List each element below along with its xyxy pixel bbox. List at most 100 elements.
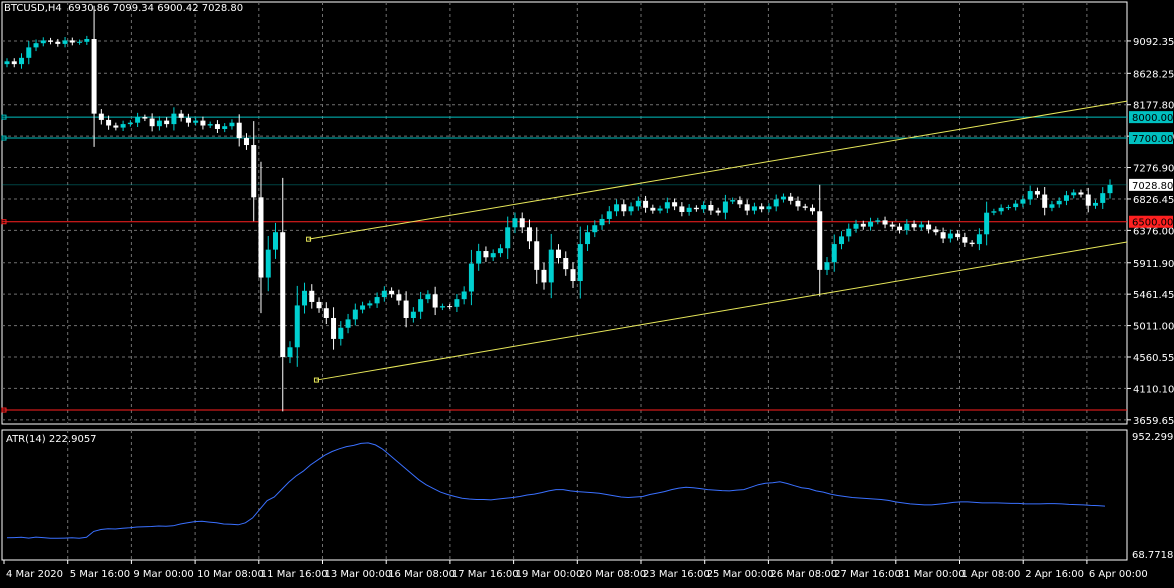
price-tag-label: 8000.00 [1132,113,1173,124]
candle-body [534,241,540,270]
y-axis-label: 6376.00 [1133,226,1174,237]
candle-body [26,47,32,58]
candle-body [809,207,815,212]
candle-body [773,199,779,207]
candle-body [730,200,736,202]
y-axis-label: 8177.80 [1133,101,1174,112]
candle-body [236,122,242,139]
y-axis-label: 9092.35 [1133,37,1174,48]
candle-body [875,220,881,222]
atr-header: ATR(14) 222.9057 [6,434,97,445]
x-axis-label: 27 Mar 16:00 [834,569,901,580]
candle-body [788,196,794,201]
x-axis-label: 16 Mar 08:00 [388,569,455,580]
channel-upper-line [308,100,1128,240]
candle-body [360,305,366,310]
candle-body [679,206,685,212]
candle-body [113,125,119,128]
candle-body [120,124,126,128]
x-axis-label: 20 Mar 08:00 [579,569,646,580]
y-axis-label: 5911.90 [1133,259,1174,270]
candle-body [461,291,467,300]
level-handle [1,135,7,141]
candle-body [577,244,583,282]
candle-body [229,122,235,127]
candle-body [280,232,286,358]
candle-body [11,61,17,65]
candle-body [962,237,968,243]
x-axis-label: 1 Apr 08:00 [962,569,1021,580]
candle-body [657,208,663,211]
candle-body [265,249,271,278]
candle-body [200,120,206,126]
candle-body [701,205,707,210]
candle-body [302,290,308,306]
candle-body [98,113,104,120]
candle-body [19,57,25,65]
candle-body [570,269,576,282]
candle-body [918,224,924,228]
candle-body [526,227,532,242]
candle-body [84,39,90,42]
candle-body [802,206,808,208]
candle-body [258,197,264,278]
candle-body [1049,204,1055,208]
candle-body [672,202,678,207]
candle-body [345,319,351,328]
candle-body [1085,194,1091,206]
candle-body [207,124,213,126]
candle-body [1107,184,1113,194]
candle-body [693,207,699,210]
candle-body [585,232,591,245]
candle-body [853,223,859,229]
candle-body [171,113,177,125]
candle-body [403,300,409,318]
candle-body [1013,203,1019,208]
candle-body [556,249,561,259]
candle-body [1020,199,1026,204]
level-handle [1,114,7,120]
candle-body [1034,191,1040,195]
x-axis-label: 31 Mar 00:00 [898,569,965,580]
price-tag-label: 7028.80 [1132,181,1173,192]
candle-body [331,317,337,339]
candle-body [272,232,278,250]
candle-body [715,210,721,213]
level-handle [1,219,7,225]
x-axis-label: 26 Mar 08:00 [770,569,837,580]
candle-body [164,120,170,125]
candle-body [185,117,191,123]
candle-body [505,227,511,249]
candle-body [55,41,61,44]
x-axis-label: 25 Mar 00:00 [707,569,774,580]
candle-body [606,211,612,219]
candle-body [214,124,220,129]
candle-body [722,201,728,213]
candle-body [468,263,474,292]
candle-body [135,117,141,123]
candle-body [751,206,757,211]
candle-body [780,196,786,200]
candle-body [381,290,387,298]
candle-body [839,236,845,245]
x-axis-label: 23 Mar 16:00 [643,569,710,580]
y-axis-label: 4560.55 [1133,353,1174,364]
candle-body [91,39,97,114]
candle-body [323,308,329,318]
candle-body [396,294,402,301]
candle-body [592,225,598,233]
level-handle [1,407,7,413]
candle-body [374,297,380,304]
x-axis-label: 9 Mar 00:00 [133,569,193,580]
candle-body [563,258,569,270]
candle-body [294,305,300,348]
candle-body [991,211,997,213]
candle-body [947,233,953,239]
channel-lower-line-handle [313,377,319,383]
candle-body [222,126,228,129]
candle-body [483,251,489,258]
candle-body [193,120,199,123]
candle-body [432,294,438,308]
